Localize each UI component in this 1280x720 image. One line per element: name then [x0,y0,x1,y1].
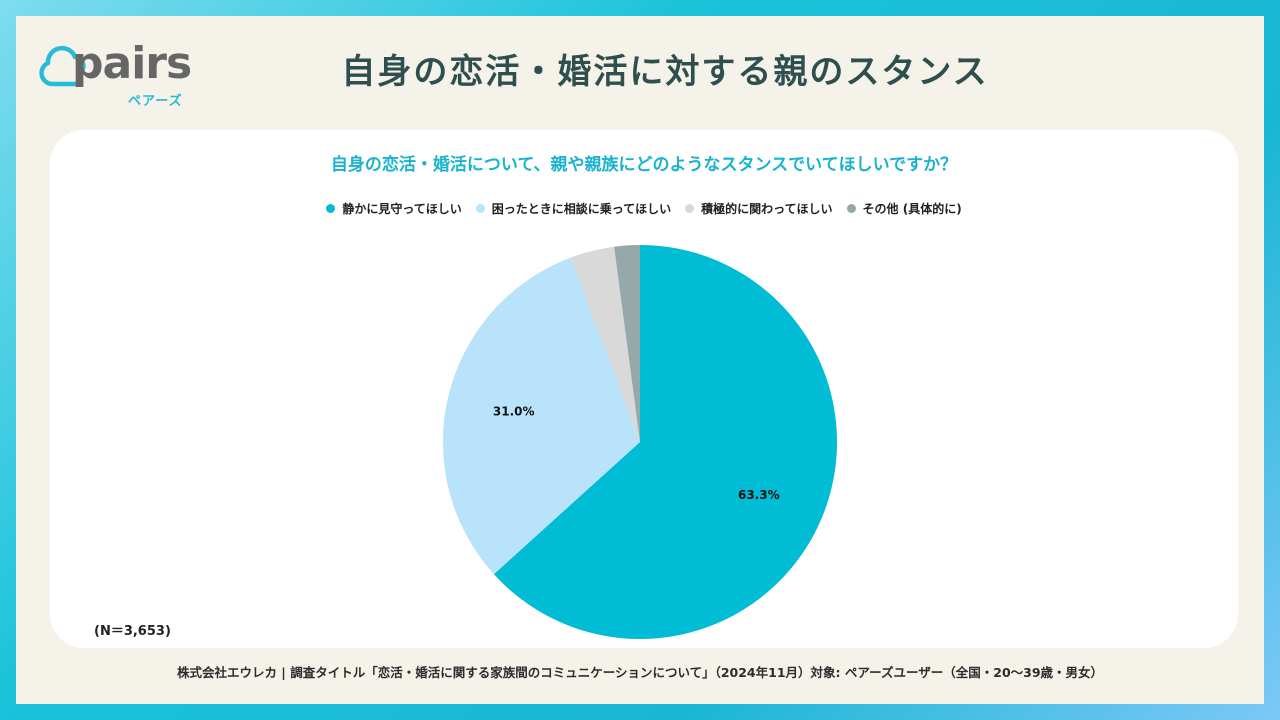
sample-size-label: (N＝3,653) [94,624,171,639]
legend-label: 困ったときに相談に乗ってほしい [491,202,672,216]
legend-label: 静かに見守ってほしい [342,202,462,216]
cloud-logo-icon [39,45,86,87]
legend-label: その他 (具体的に) [862,202,962,216]
chart-title: 自身の恋活・婚活について、親や親族にどのようなスタンスでいてほしいですか？ [330,155,958,175]
legend-swatch [685,204,695,213]
slice-data-label: 31.0% [493,404,535,418]
logo-wordmark: pairs [72,38,192,89]
pie-chart: 63.3% 31.0% [442,245,837,639]
legend-item: 困ったときに相談に乗ってほしい [475,200,672,217]
page-title: 自身の恋活・婚活に対する親のスタンス [341,52,989,92]
pie-slice [614,245,640,442]
legend-label: 積極的に関わってほしい [701,202,833,216]
legend-item: 静かに見守ってほしい [326,200,462,217]
legend-item: 積極的に関わってほしい [685,200,833,217]
chart-legend: 静かに見守ってほしい 困ったときに相談に乗ってほしい 積極的に関わってほしい そ… [50,200,1238,217]
chart-card: 自身の恋活・婚活について、親や親族にどのようなスタンスでいてほしいですか？ 静か… [50,130,1238,648]
slice-data-label: 63.3% [738,488,780,502]
pie-slice [493,245,837,639]
legend-swatch [475,204,485,213]
pie-slice [442,257,640,575]
pairs-logo: pairs ペアーズ [38,38,192,114]
pie-slice [570,246,640,442]
legend-item: その他 (具体的に) [846,200,962,217]
source-footer: 株式会社エウレカ | 調査タイトル「恋活・婚活に関する家族間のコミュニケーション… [176,665,1104,680]
logo-kana: ペアーズ [128,94,183,109]
slide-frame: pairs ペアーズ 自身の恋活・婚活に対する親のスタンス 自身の恋活・婚活につ… [16,16,1264,704]
legend-swatch [846,204,856,213]
legend-swatch [326,204,336,213]
